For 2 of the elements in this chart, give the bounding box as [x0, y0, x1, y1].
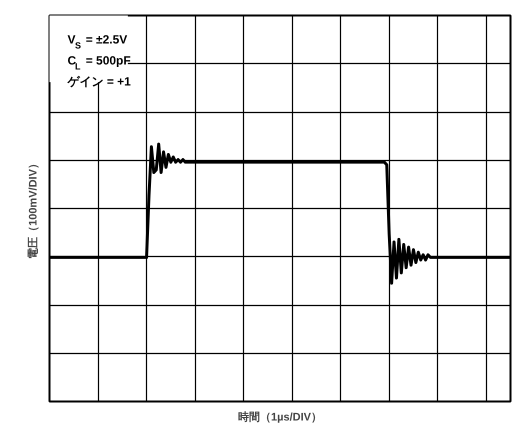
x-axis-title: 時間（1µs/DIV）: [238, 410, 322, 424]
y-axis-title: 電圧（100mV/DIV）: [28, 158, 40, 259]
